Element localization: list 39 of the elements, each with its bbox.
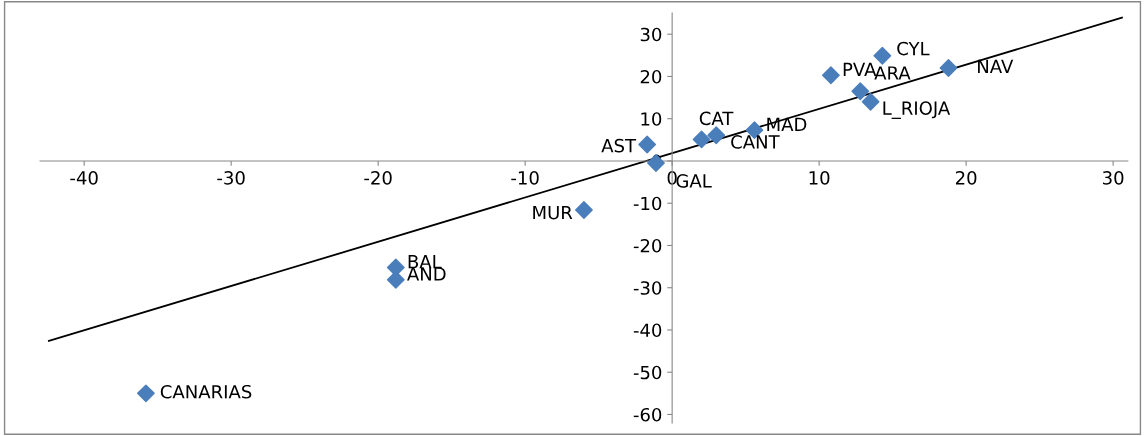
x-tick-label: -10 bbox=[511, 171, 539, 185]
data-label: MAD bbox=[767, 117, 807, 131]
data-label: CANARIAS bbox=[160, 384, 252, 399]
point bbox=[861, 92, 880, 111]
point bbox=[638, 135, 657, 154]
x-tick-label: 30 bbox=[1103, 171, 1124, 185]
y-tick-label: -60 bbox=[633, 407, 662, 422]
y-tick-label: -30 bbox=[633, 281, 662, 295]
point bbox=[821, 66, 840, 85]
y-tick-label: -50 bbox=[633, 365, 662, 380]
x-tick-label: 0 bbox=[667, 171, 677, 185]
data-label: NAV bbox=[978, 59, 1014, 73]
data-label: AND bbox=[407, 267, 446, 281]
x-tick-label: -30 bbox=[217, 171, 245, 185]
x-tick-label: -20 bbox=[364, 171, 392, 185]
data-label: CAT bbox=[699, 111, 734, 126]
data-label: BAL bbox=[408, 255, 442, 269]
point bbox=[692, 130, 711, 149]
point bbox=[707, 126, 726, 145]
y-tick-label: 30 bbox=[640, 27, 662, 42]
x-tick-label: -40 bbox=[70, 171, 98, 185]
data-label: ARA bbox=[874, 66, 911, 80]
data-label: CANT bbox=[731, 135, 780, 149]
y-tick-label: -40 bbox=[633, 323, 662, 338]
point bbox=[136, 384, 155, 403]
data-label: AST bbox=[601, 138, 637, 153]
x-tick-label: 20 bbox=[955, 171, 977, 185]
data-label: CYL bbox=[897, 41, 930, 56]
data-label: MUR bbox=[533, 205, 573, 220]
y-tick-label: 20 bbox=[640, 69, 662, 84]
data-label: GAL bbox=[676, 174, 712, 188]
y-tick-label: -10 bbox=[633, 196, 662, 211]
data-label: L_RIOJA bbox=[883, 101, 951, 119]
y-tick-label: 10 bbox=[641, 112, 662, 126]
point bbox=[575, 201, 593, 219]
point bbox=[851, 82, 870, 101]
y-tick-label: -20 bbox=[633, 238, 662, 253]
x-tick-label: 10 bbox=[809, 171, 830, 185]
point bbox=[939, 59, 958, 77]
